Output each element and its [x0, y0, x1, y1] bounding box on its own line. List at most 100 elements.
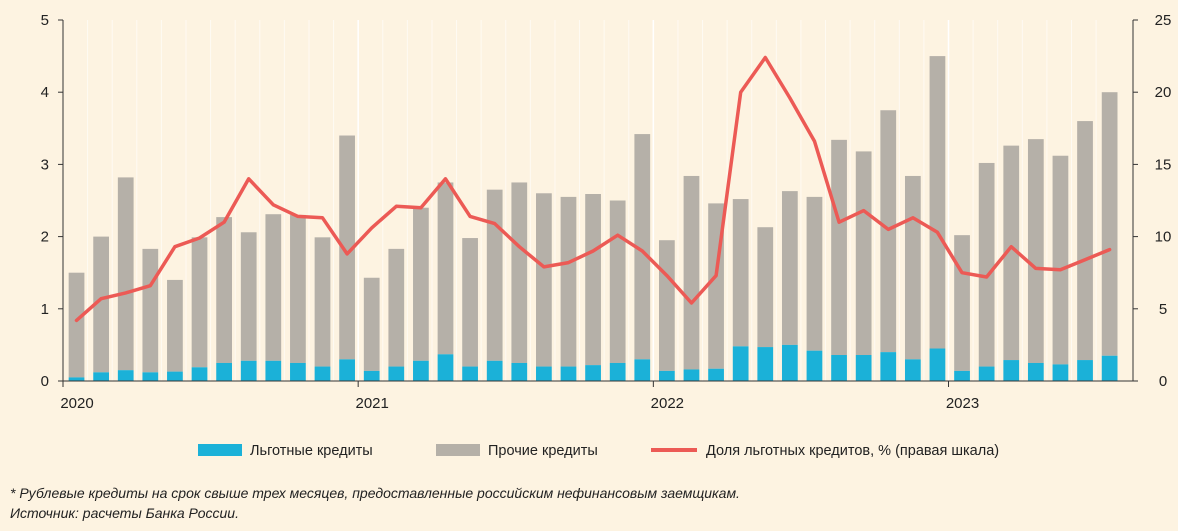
bar-other	[1003, 145, 1020, 361]
left-tick-label: 0	[41, 373, 49, 390]
bar-preferential	[167, 371, 183, 381]
legend-swatch-preferential	[198, 444, 242, 456]
right-tick-label: 5	[1159, 301, 1167, 318]
bar-other	[880, 110, 897, 353]
bar-preferential	[240, 360, 257, 381]
share-line	[74, 55, 1112, 323]
axes	[62, 20, 1134, 382]
bar-other	[363, 277, 380, 371]
bar-preferential	[216, 362, 232, 381]
bar-other	[781, 191, 798, 345]
bar-other	[1101, 92, 1118, 356]
bar-preferential	[806, 350, 823, 381]
bar-other	[732, 199, 749, 347]
bar-preferential	[339, 359, 355, 381]
bar-preferential	[511, 362, 528, 381]
bar-preferential	[536, 366, 552, 381]
bar-other	[191, 237, 208, 368]
bar-other	[413, 207, 429, 361]
bar-other	[683, 175, 700, 370]
x-tick-label: 2021	[355, 395, 388, 412]
bar-other	[929, 56, 946, 349]
bar-preferential	[904, 359, 921, 381]
bar-other	[757, 227, 774, 348]
bar-other	[68, 272, 85, 378]
right-tick-label: 15	[1155, 156, 1172, 173]
bar-preferential	[1027, 362, 1044, 381]
bar-preferential	[560, 366, 577, 381]
bar-preferential	[413, 360, 429, 381]
left-tick-label: 5	[41, 12, 49, 29]
bar-preferential	[1052, 364, 1069, 381]
bar-other	[511, 182, 528, 363]
right-tick-label: 0	[1159, 373, 1167, 390]
bar-other	[462, 238, 478, 367]
bar-preferential	[1003, 360, 1020, 381]
legend-label-preferential: Льготные кредиты	[250, 443, 373, 459]
left-tick-label: 2	[41, 229, 49, 246]
bar-preferential	[831, 355, 847, 381]
bar-preferential	[437, 354, 454, 381]
bar-other	[659, 240, 675, 371]
x-tick-label: 2020	[60, 395, 93, 412]
bar-preferential	[954, 370, 970, 381]
bar-preferential	[1077, 360, 1093, 381]
legend-label-share: Доля льготных кредитов, % (правая шкала)	[706, 443, 999, 459]
bar-preferential	[683, 369, 700, 381]
bar-other	[536, 193, 552, 367]
bar-preferential	[142, 372, 159, 381]
right-tick-label: 20	[1155, 84, 1172, 101]
bar-other	[831, 139, 847, 356]
bar-other	[339, 135, 355, 360]
x-tick-label: 2022	[651, 395, 684, 412]
footnote-source: Источник: расчеты Банка России.	[10, 505, 239, 521]
bar-other	[265, 214, 282, 361]
bar-other	[1027, 139, 1044, 363]
bar-other	[142, 248, 159, 373]
bar-other	[216, 217, 232, 363]
bar-other	[806, 196, 823, 351]
bar-other	[437, 182, 454, 355]
left-tick-label: 1	[41, 301, 49, 318]
legend: Льготные кредиты Прочие кредиты Доля льг…	[198, 443, 999, 459]
x-axis-ticks: 2020 2021 2022 2023	[60, 381, 979, 412]
bar-preferential	[486, 360, 503, 381]
bar-other	[93, 236, 109, 373]
bar-preferential	[388, 366, 405, 381]
bar-preferential	[290, 362, 306, 381]
left-axis-ticks: 0 1 2 3 4 5	[41, 12, 63, 390]
bar-preferential	[929, 348, 946, 381]
legend-swatch-other	[436, 444, 480, 456]
bar-preferential	[68, 377, 85, 381]
bar-preferential	[93, 372, 109, 381]
legend-label-other: Прочие кредиты	[488, 443, 598, 459]
bar-preferential	[708, 368, 724, 381]
bar-preferential	[855, 355, 872, 381]
bar-preferential	[732, 346, 749, 381]
bar-preferential	[363, 370, 380, 381]
bar-preferential	[1101, 355, 1118, 381]
bar-other	[609, 200, 626, 363]
bar-other	[486, 189, 503, 361]
bar-preferential	[880, 352, 897, 381]
left-tick-label: 4	[41, 84, 49, 101]
bar-preferential	[757, 347, 774, 381]
bar-other	[240, 232, 257, 361]
bar-preferential	[609, 362, 626, 381]
bar-preferential	[634, 359, 651, 381]
bar-other	[978, 162, 995, 367]
bar-preferential	[585, 365, 601, 381]
bar-other	[167, 279, 183, 372]
bar-preferential	[462, 366, 478, 381]
bar-other	[388, 248, 405, 367]
bar-other	[117, 177, 134, 371]
bar-other	[1077, 121, 1093, 361]
bar-preferential	[781, 344, 798, 381]
bar-other	[855, 151, 872, 356]
right-tick-label: 25	[1155, 12, 1172, 29]
share-line-path	[74, 55, 1112, 323]
bar-other	[585, 194, 601, 366]
bar-other	[904, 175, 921, 360]
bar-preferential	[659, 370, 675, 381]
